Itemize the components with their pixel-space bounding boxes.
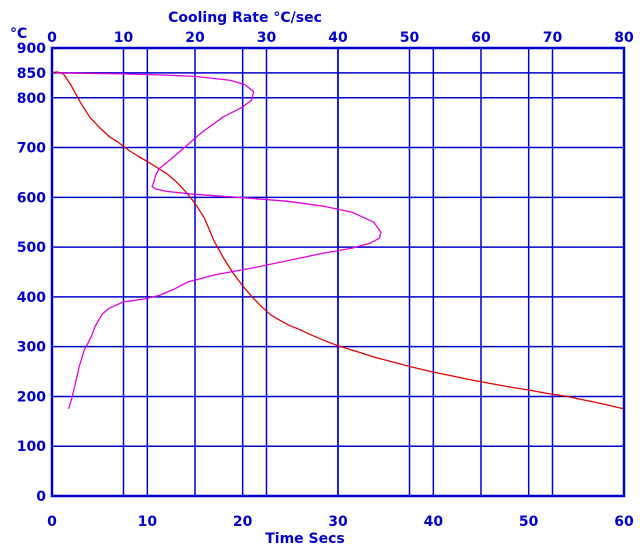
y-tick-label-500: 500 <box>17 240 46 256</box>
y-tick-label-800: 800 <box>17 91 46 107</box>
x-top-tick-label-20: 20 <box>185 30 205 46</box>
y-axis-unit-label: °C <box>10 26 27 42</box>
top-axis-label: Cooling Rate °C/sec <box>168 10 322 26</box>
y-tick-label-400: 400 <box>17 290 46 306</box>
plot-frame <box>50 46 626 498</box>
x-bottom-tick-label-60: 60 <box>614 514 634 530</box>
x-top-tick-label-80: 80 <box>614 30 634 46</box>
x-bottom-tick-label-50: 50 <box>519 514 539 530</box>
y-tick-label-900: 900 <box>17 41 46 57</box>
y-tick-label-200: 200 <box>17 389 46 405</box>
x-top-tick-label-70: 70 <box>543 30 563 46</box>
y-tick-label-850: 850 <box>17 66 46 82</box>
grid <box>51 47 625 497</box>
x-top-tick-label-10: 10 <box>114 30 134 46</box>
x-top-tick-label-60: 60 <box>471 30 491 46</box>
x-top-tick-label-40: 40 <box>328 30 348 46</box>
x-bottom-tick-label-40: 40 <box>424 514 444 530</box>
x-bottom-tick-label-30: 30 <box>328 514 348 530</box>
x-top-tick-label-0: 0 <box>47 30 57 46</box>
series-layer <box>51 71 625 410</box>
temperature-curve <box>51 71 625 410</box>
x-top-tick-label-30: 30 <box>257 30 277 46</box>
x-bottom-tick-label-20: 20 <box>233 514 253 530</box>
y-tick-label-0: 0 <box>36 489 46 505</box>
y-tick-label-100: 100 <box>17 439 46 455</box>
x-top-tick-label-50: 50 <box>400 30 420 46</box>
bottom-axis-label: Time Secs <box>265 531 345 547</box>
x-bottom-tick-label-0: 0 <box>47 514 57 530</box>
x-bottom-tick-label-10: 10 <box>138 514 158 530</box>
y-tick-label-700: 700 <box>17 141 46 157</box>
cooling-rate-curve <box>55 72 382 410</box>
y-tick-label-300: 300 <box>17 340 46 356</box>
y-tick-label-600: 600 <box>17 190 46 206</box>
